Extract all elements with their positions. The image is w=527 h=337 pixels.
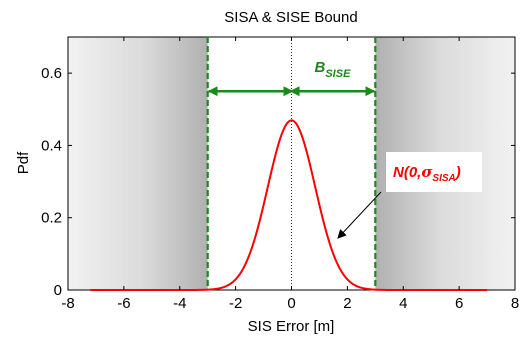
y-tick-label: 0.4	[41, 137, 62, 154]
x-tick-label: 0	[287, 295, 295, 312]
distribution-label-box	[386, 152, 482, 192]
x-tick-label: -8	[61, 295, 74, 312]
bound-annotation-label: BSISE	[315, 59, 352, 80]
x-tick-label: 6	[455, 295, 463, 312]
x-tick-label: 2	[343, 295, 351, 312]
distribution-annotation-label: N(0,σSISA)	[393, 163, 461, 184]
y-tick-label: 0.6	[41, 65, 62, 82]
series-line	[90, 119, 488, 291]
shaded-region	[68, 37, 208, 290]
series-layer	[90, 119, 488, 291]
distribution-annotation-arrow	[337, 191, 382, 239]
y-axis-label: Pdf	[15, 151, 32, 174]
axis-ticks: -8 -6 -4 -2 0 2 4 6 8 0 0.2 0.4 0.6	[41, 37, 519, 312]
x-tick-label: 4	[399, 295, 407, 312]
bound-annotation-main: B	[315, 59, 326, 76]
x-tick-label: -6	[117, 295, 130, 312]
y-tick-label: 0	[54, 282, 62, 299]
x-axis-label: SIS Error [m]	[248, 318, 335, 335]
y-tick-label: 0.2	[41, 210, 62, 227]
chart-title: SISA & SISE Bound	[224, 9, 357, 26]
dist-label-main: N(0,	[393, 164, 421, 181]
x-tick-label: 8	[511, 295, 519, 312]
x-tick-label: -4	[173, 295, 186, 312]
bound-lines	[206, 37, 377, 290]
dist-label-close: )	[454, 164, 461, 181]
dist-label-subscript: SISA	[432, 173, 455, 184]
bound-annotation-subscript: SISE	[325, 68, 351, 80]
x-tick-label: -2	[229, 295, 242, 312]
dist-label-sigma: σ	[421, 163, 433, 181]
